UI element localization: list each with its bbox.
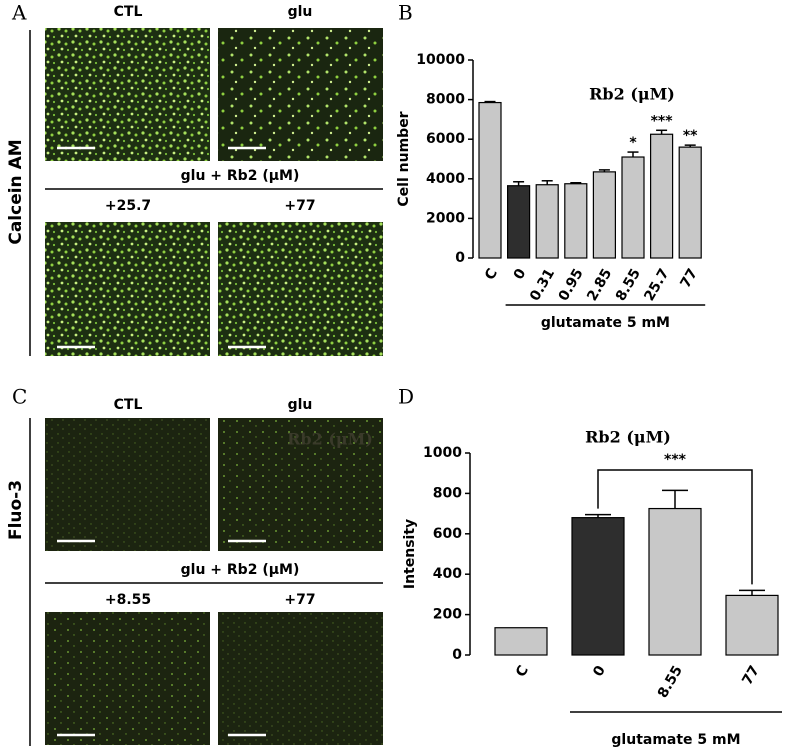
x-tick-label: C	[513, 663, 532, 680]
x-tick-label: 8.55	[613, 266, 644, 304]
image-label: CTL	[114, 4, 143, 20]
x-tick-label: 0	[590, 663, 609, 680]
row-label: Calcein AM	[6, 139, 26, 244]
image-text: Rb2 (μM)	[287, 430, 373, 449]
x-group-label: glutamate 5 mM	[611, 732, 740, 748]
image-label: +25.7	[105, 198, 151, 214]
micrograph	[218, 612, 383, 745]
bar	[564, 183, 588, 259]
y-tick-label: 6000	[426, 131, 465, 147]
panel-label: D	[398, 385, 414, 409]
y-tick-label: 8000	[426, 92, 465, 108]
y-tick-label: 1000	[423, 445, 462, 461]
micrograph	[218, 418, 383, 551]
significance: *	[629, 135, 637, 151]
y-tick-label: 0	[452, 647, 462, 663]
image-label: CTL	[114, 397, 143, 413]
x-tick-label: 0	[511, 266, 530, 283]
micrograph	[45, 28, 210, 161]
x-tick-label: 8.55	[655, 663, 686, 701]
image-label: glu	[288, 4, 313, 20]
x-tick-label: 0.95	[556, 266, 587, 304]
bar	[678, 146, 702, 259]
x-tick-label: 0.31	[527, 266, 558, 304]
micrograph	[45, 222, 210, 356]
micrograph	[218, 28, 383, 161]
chart-title: Rb2 (μM)	[585, 428, 671, 447]
x-group-label: glutamate 5 mM	[541, 315, 670, 331]
bar	[725, 594, 779, 656]
bar	[649, 133, 674, 259]
micrograph	[45, 418, 210, 551]
bar	[478, 101, 502, 259]
x-tick-label: 2.85	[584, 266, 615, 304]
micrograph	[218, 222, 383, 356]
significance: ***	[664, 452, 687, 468]
group-label: glu + Rb2 (μM)	[181, 562, 300, 578]
x-tick-label: 77	[678, 266, 702, 291]
y-tick-label: 0	[455, 250, 465, 266]
y-tick-label: 4000	[426, 171, 465, 187]
y-tick-label: 2000	[426, 210, 465, 226]
image-label: +8.55	[105, 592, 151, 608]
y-tick-label: 600	[433, 526, 462, 542]
bar	[621, 156, 645, 259]
y-tick-label: 200	[433, 607, 462, 623]
chart-title: Rb2 (μM)	[589, 85, 675, 104]
significance: **	[683, 128, 698, 144]
group-label: glu + Rb2 (μM)	[181, 168, 300, 184]
bar	[592, 171, 617, 259]
row-label: Fluo-3	[6, 480, 26, 540]
significance: ***	[651, 113, 674, 129]
x-tick-label: 25.7	[641, 266, 672, 304]
bar	[494, 627, 548, 656]
x-tick-label: C	[482, 266, 501, 283]
panel-label: B	[398, 1, 413, 25]
bar	[571, 517, 625, 656]
y-tick-label: 400	[433, 566, 462, 582]
panel-label: C	[12, 385, 27, 409]
y-axis-label: Intensity	[402, 519, 418, 589]
panel-label: A	[11, 1, 27, 25]
image-label: +77	[284, 592, 315, 608]
y-tick-label: 800	[433, 485, 462, 501]
image-label: +77	[284, 198, 315, 214]
y-tick-label: 10000	[416, 52, 465, 68]
bar	[535, 184, 559, 259]
y-axis-label: Cell number	[396, 111, 412, 206]
image-label: glu	[288, 397, 313, 413]
bar	[507, 185, 531, 259]
bar	[648, 507, 702, 656]
x-tick-label: 77	[739, 663, 763, 688]
micrograph	[45, 612, 210, 745]
bracket	[597, 469, 753, 585]
